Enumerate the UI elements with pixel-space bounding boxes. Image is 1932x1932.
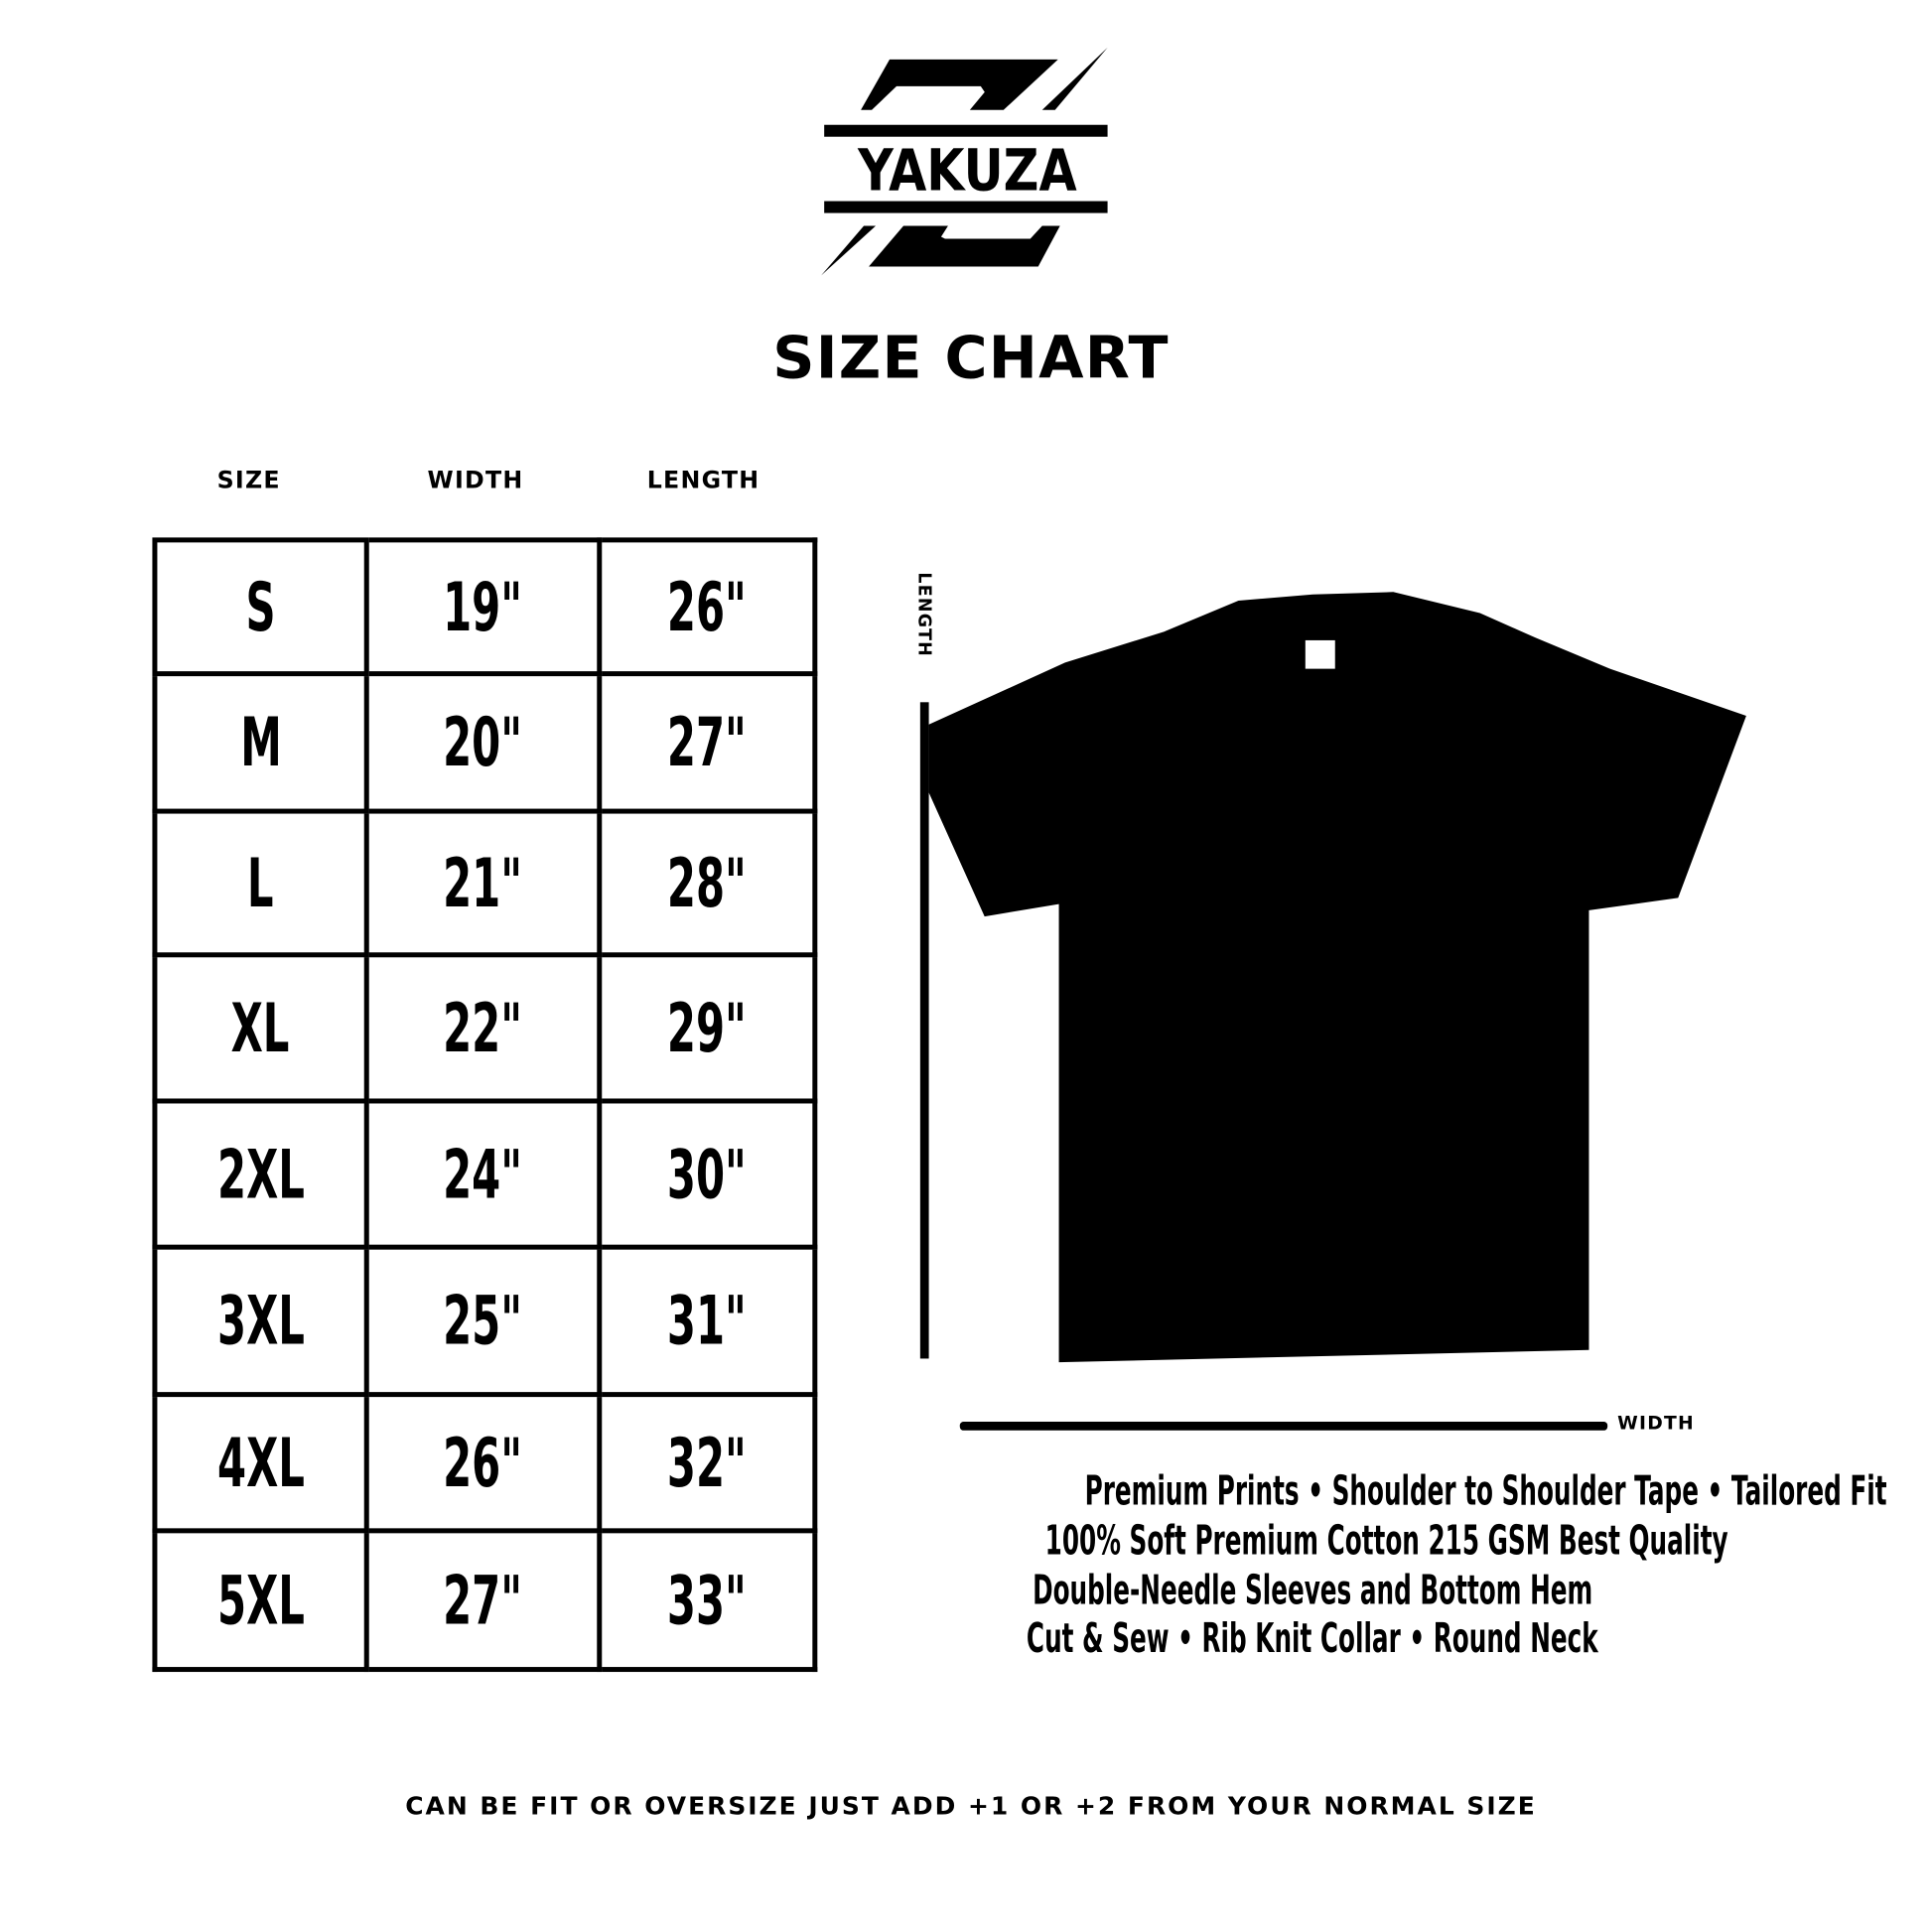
size-cell: 4XL [152,1397,369,1534]
feature-line: 100% Soft Premium Cotton 215 GSM Best Qu… [1044,1515,1728,1565]
width-label: WIDTH [1617,1412,1695,1435]
length-cell: 26" [602,537,818,677]
header-length: LENGTH [646,467,760,494]
width-cell: 25" [368,1249,603,1398]
length-label: LENGTH [913,572,934,658]
tshirt-silhouette [928,592,1746,1363]
feature-line: Double-Needle Sleeves and Bottom Hem [1033,1565,1593,1614]
fit-note: CAN BE FIT OR OVERSIZE JUST ADD +1 OR +2… [405,1790,1537,1821]
length-cell: 27" [602,676,818,814]
size-cell: 5XL [152,1533,369,1673]
feature-line: Cut & Sew • Rib Knit Collar • Round Neck [1027,1613,1599,1663]
size-cell: 3XL [152,1249,369,1398]
length-cell: 33" [602,1533,818,1673]
feature-line: Premium Prints • Shoulder to Shoulder Ta… [1084,1465,1887,1515]
header-width: WIDTH [427,467,524,494]
size-cell: 2XL [152,1103,369,1250]
width-cell: 22" [368,957,603,1104]
length-cell: 28" [602,813,818,958]
size-cell: S [152,537,369,677]
width-cell: 20" [368,676,603,814]
width-cell: 21" [368,813,603,958]
size-cell: XL [152,957,369,1104]
width-cell: 19" [368,537,603,677]
width-measure-line [959,1422,1608,1431]
header-size: SIZE [216,467,281,494]
width-cell: 26" [368,1397,603,1534]
size-cell: M [152,676,369,814]
length-cell: 29" [602,957,818,1104]
width-cell: 27" [368,1533,603,1673]
neck-tag [1305,639,1335,669]
size-table: S 19" 26" M 20" 27" L 21" 28" XL 22" 29" 2XL 24" 30" 3X… [152,537,818,1673]
length-measure-line [919,702,929,1359]
length-cell: 32" [602,1397,818,1534]
size-cell: L [152,813,369,958]
length-cell: 30" [602,1103,818,1250]
length-cell: 31" [602,1249,818,1398]
svg-text:YAKUZA: YAKUZA [857,137,1077,205]
page-title: SIZE CHART [772,324,1170,393]
width-cell: 24" [368,1103,603,1250]
yakuza-logo: YAKUZA [821,47,1108,276]
